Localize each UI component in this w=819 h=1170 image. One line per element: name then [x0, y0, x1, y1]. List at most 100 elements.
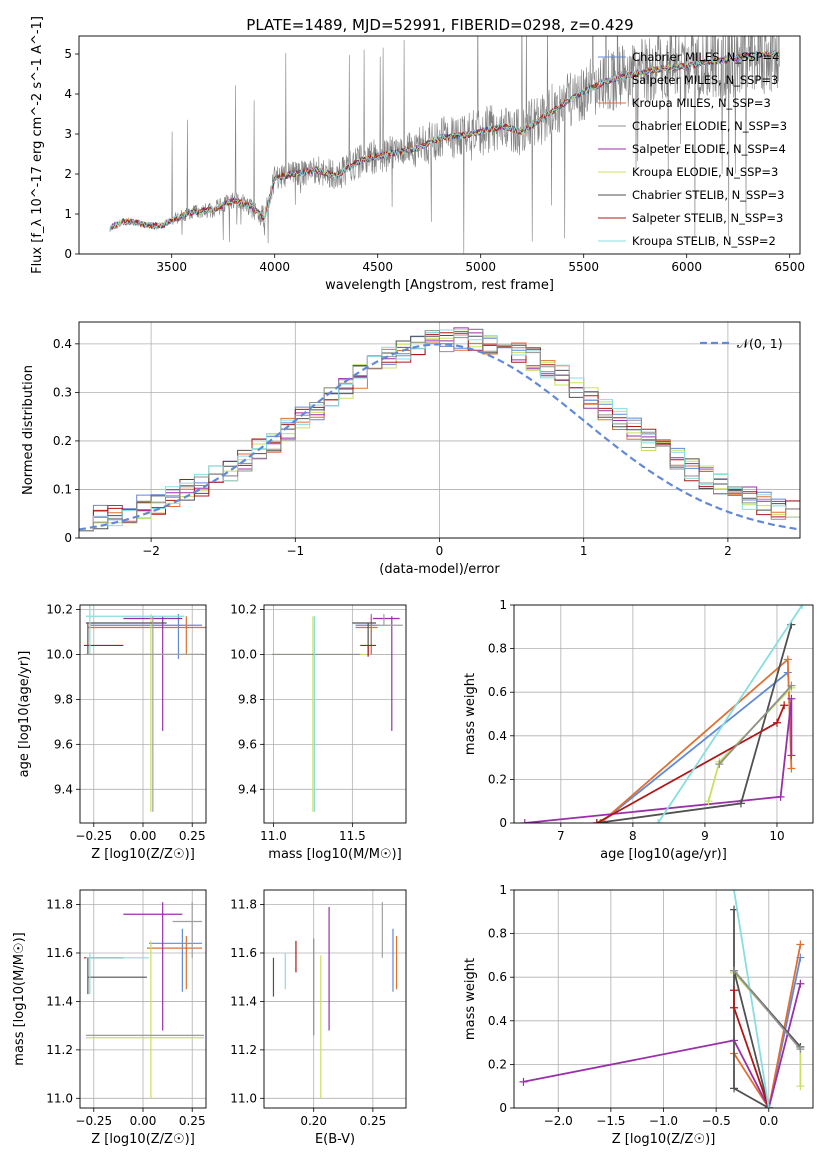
weight_vs_age-marker-3-0: [704, 797, 713, 806]
age_vs_Z-ytick-label-1: 9.6: [54, 737, 73, 751]
weight_vs_Z-ytick-label-2: 0.4: [488, 1014, 507, 1028]
weight_vs_age-xtick-label-1: 8: [629, 829, 637, 843]
weight_vs_age-ytick-label-0: 0: [499, 816, 507, 830]
model-salpeter_stelib: [109, 50, 779, 232]
weight_vs_Z-series-1: [733, 944, 802, 1108]
weight_vs_age-marker-2-1: [776, 792, 785, 801]
weight_vs_age-marker-4-1: [736, 799, 745, 808]
residuals-ylabel: Normed distribution: [21, 365, 36, 495]
weight_vs_age-ytick-label-5: 1: [499, 598, 507, 612]
spectrum-xtick-label-1: 4000: [259, 260, 290, 274]
weight_vs_age-xlabel: age [log10(age/yr)]: [600, 847, 727, 862]
weight_vs_age-marker-2-2: [787, 694, 796, 703]
residuals-xlabel: (data-model)/error: [379, 562, 500, 577]
mass_vs_Z-ytick-label-1: 11.2: [46, 1043, 73, 1057]
weight_vs_Z-ytick-label-1: 0.2: [488, 1057, 507, 1071]
weight_vs_age-series-6: [657, 605, 803, 823]
spectrum-legend: Chabrier MILES, N_SSP=4 Salpeter MILES, N…: [598, 50, 787, 248]
mass_vs_Z-xtick-label-1: 0.00: [130, 1114, 157, 1128]
residuals-ytick-label-2: 0.2: [53, 434, 72, 448]
spectrum-xtick-label-3: 5000: [465, 260, 496, 274]
spectrum-ytick-label-2: 2: [64, 167, 72, 181]
weight_vs_age-marker-6-1: [798, 605, 807, 609]
mass_vs_Z-point-8: [172, 902, 203, 958]
age_vs_Z-ylabel: age [log10(age/yr)]: [17, 651, 32, 778]
mass_vs_ebv-ytick-label-3: 11.6: [230, 946, 257, 960]
weight_vs_Z-marker-2-0: [519, 1077, 528, 1086]
age_vs_Z-points: [83, 605, 206, 812]
mass_vs_ebv-ytick-label-2: 11.4: [230, 994, 257, 1008]
residuals-frame: [78, 321, 801, 539]
weight_vs_age-ytick-label-1: 0.2: [488, 772, 507, 786]
age_vs_Z-xlabel: Z [log10(Z/Z☉)]: [91, 847, 195, 862]
model-kroupa_stelib: [109, 50, 779, 232]
weight_vs_age-marker-5-2: [780, 701, 789, 710]
weight_vs_Z-marker-5-0: [730, 986, 739, 995]
weight_vs_Z-marker-3-2: [796, 1082, 805, 1091]
mass_vs_Z-xlabel: Z [log10(Z/Z☉)]: [91, 1132, 195, 1147]
age_vs_Z-axes: −0.25 0.00 0.25 9.4 9.6 9.8 10.0 10.2 Z [log10(Z…: [17, 602, 206, 862]
weight_vs_age-xtick-label-0: 7: [557, 829, 565, 843]
age_vs_mass-point-2: [372, 616, 400, 731]
legend-label-4: Salpeter ELODIE, N_SSP=4: [632, 142, 786, 156]
mass_vs_Z-xtick-label-2: 0.25: [179, 1114, 206, 1128]
spectrum-xtick-label-0: 3500: [156, 260, 187, 274]
age_vs_Z-point-0: [89, 613, 203, 659]
weight_vs_age-series-2: [524, 698, 793, 823]
weight_vs_Z-xtick-label-3: −0.5: [702, 1114, 731, 1128]
age_vs_Z-ytick-label-4: 10.2: [46, 602, 73, 616]
weight_vs_age-ytick-label-3: 0.6: [488, 685, 507, 699]
age_vs_Z-xtick-label-2: 0.25: [179, 829, 206, 843]
age_vs_mass-ytick-label-3: 10.0: [230, 647, 257, 661]
weight_vs_Z-xtick-label-0: −2.0: [544, 1114, 573, 1128]
weight_vs_Z-series-2: [523, 983, 802, 1108]
mass_vs_ebv-ytick-label-4: 11.8: [230, 898, 257, 912]
age_vs_Z-xtick-label-1: 0.00: [130, 829, 157, 843]
weight_vs_age-xtick-label-2: 9: [701, 829, 709, 843]
age_vs_mass-point-8: [376, 613, 403, 626]
age_vs_mass-axes: 11.0 11.5 9.4 9.6 9.8 10.0 10.2 mass [log10(M/M…: [230, 602, 406, 862]
age_vs_Z-frame: [79, 604, 207, 824]
age_vs_Z-ytick-label-0: 9.4: [54, 782, 73, 796]
weight_vs_age-marker-2-0: [520, 819, 529, 823]
mass_vs_Z-ylabel: mass [log10(M/M☉)]: [12, 932, 27, 1065]
weight_vs_Z-marker-2-3: [796, 979, 805, 988]
weight_vs_age-marker-1-1: [783, 655, 792, 664]
weight_vs_Z-marker-6-0: [730, 890, 739, 894]
residual-hists: [79, 327, 800, 532]
model-kroupa_elodie: [109, 50, 779, 232]
weight_vs_age-series-0: [599, 671, 789, 823]
weight_vs_age-ytick-label-2: 0.4: [488, 729, 507, 743]
plots: 3500 4000 4500 5000 5500 6000 6500 0 1 2 3 4 5 wavele…: [12, 16, 814, 1147]
legend-label-1: Salpeter MILES, N_SSP=3: [632, 73, 778, 87]
weight_vs_Z-frame: [513, 889, 814, 1109]
legend-label-3: Chabrier ELODIE, N_SSP=3: [632, 119, 787, 133]
weight_vs_age-marker-5-0: [592, 819, 601, 823]
age_vs_Z-xtick-label-0: −0.25: [75, 829, 112, 843]
mass_vs_ebv-xlabel: E(B-V): [315, 1132, 355, 1147]
mass_vs_ebv-points: [272, 902, 398, 1099]
age_vs_mass-xtick-label-0: 11.0: [260, 829, 287, 843]
spectrum-xtick-label-6: 6500: [774, 260, 805, 274]
weight_vs_age-series-3: [707, 687, 793, 802]
legend-label-6: Chabrier STELIB, N_SSP=3: [632, 188, 784, 202]
weight_vs_Z-marker-7-0: [730, 966, 739, 975]
weight_vs_Z-axes: −2.0 −1.5 −1.0 −0.5 0.0 0 0.2 0.4 0.6 0.8 1 Z [log1…: [463, 883, 813, 1147]
age_vs_mass-ytick-label-2: 9.8: [238, 692, 257, 706]
weight_vs_Z-marker-7-1: [796, 1045, 805, 1054]
weight_vs_age-marker-5-1: [772, 718, 781, 727]
weight_vs_age-xtick-label-3: 10: [769, 829, 784, 843]
weight_vs_age-marker-1-2: [787, 764, 796, 773]
weight_vs_Z-marker-4-1: [730, 1084, 739, 1093]
mass_vs_ebv-xtick-label-0: 0.20: [300, 1114, 327, 1128]
age_vs_mass-point-6: [360, 644, 377, 657]
weight_vs_age-lines: [520, 605, 807, 823]
legend-label-7: Salpeter STELIB, N_SSP=3: [632, 211, 783, 225]
weight_vs_Z-xtick-label-4: 0.0: [759, 1114, 778, 1128]
age_vs_mass-xlabel: mass [log10(M/M☉)]: [268, 847, 401, 862]
mass_vs_Z-ytick-label-4: 11.8: [46, 898, 73, 912]
residuals-xtick-label-4: 2: [724, 544, 732, 558]
weight_vs_Z-ytick-label-4: 0.8: [488, 927, 507, 941]
age_vs_mass-xtick-label-1: 11.5: [339, 829, 366, 843]
legend-label-8: Kroupa STELIB, N_SSP=2: [632, 234, 776, 248]
